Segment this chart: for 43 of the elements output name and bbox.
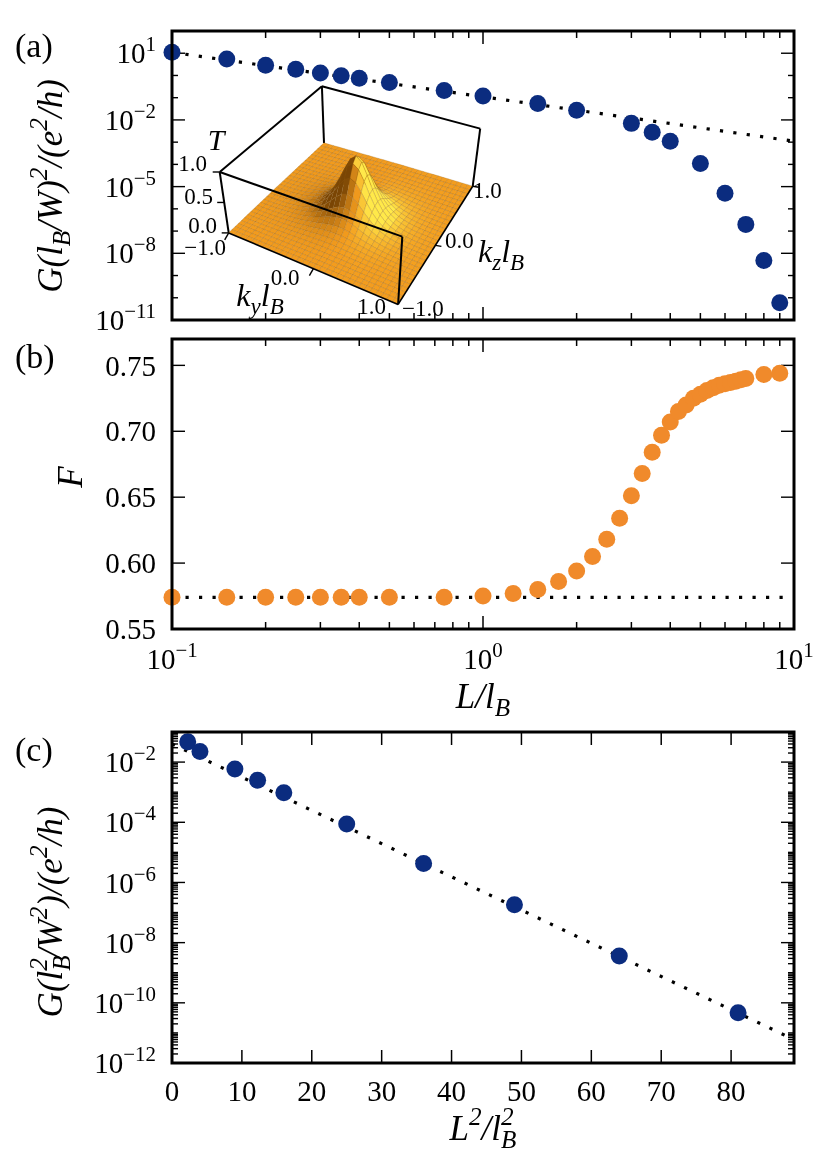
- x-tick-label: 10$^{0}$: [463, 637, 503, 675]
- x-tick-label: 40: [437, 1075, 467, 1107]
- y-tick-label: 10$^{−5}$: [104, 165, 156, 203]
- y-tick-label: 10$^{−10}$: [94, 981, 156, 1019]
- x-tick-label: 10$^{1}$: [774, 637, 814, 675]
- annotation: k$_{z}$l$_{B}$: [478, 233, 525, 275]
- annotation: 1.0: [178, 151, 207, 176]
- annotation: 1.0: [473, 178, 502, 203]
- annotation: −1.0: [402, 296, 444, 321]
- y-tick-label: 0.75: [105, 349, 156, 382]
- x-tick-label: 0: [164, 1075, 180, 1107]
- x-tick-label: 70: [646, 1075, 676, 1107]
- x-tick-label: 20: [297, 1075, 327, 1107]
- y-tick-label: 0.60: [105, 547, 156, 580]
- x-tick-label: 80: [716, 1075, 746, 1107]
- y-axis-title: F: [51, 465, 90, 489]
- y-tick-label: 0.55: [105, 613, 156, 646]
- annotation: T: [207, 123, 227, 156]
- annotation: 0.0: [188, 213, 217, 238]
- x-axis-title: L/l$_{B}$: [454, 677, 511, 722]
- y-tick-label: 10$^{−8}$: [104, 921, 156, 959]
- y-tick-label: 10$^{−4}$: [104, 801, 157, 839]
- y-tick-label: 10$^{1}$: [116, 32, 156, 70]
- x-tick-label: 10: [227, 1075, 257, 1107]
- x-tick-label: 50: [506, 1075, 536, 1107]
- annotation: −1.0: [184, 235, 226, 260]
- annotation: 0.0: [445, 228, 474, 253]
- y-tick-label: 10$^{−6}$: [104, 861, 156, 899]
- chart-title: (b): [15, 338, 55, 376]
- y-tick-label: 10$^{−8}$: [104, 232, 156, 270]
- annotation: 0.0: [270, 265, 300, 290]
- x-tick-label: 60: [576, 1075, 606, 1107]
- y-tick-label: 10$^{−2}$: [104, 98, 156, 137]
- chart-title: (c): [15, 731, 53, 769]
- y-tick-label: 10$^{−11}$: [95, 298, 156, 337]
- y-tick-label: 0.70: [105, 415, 156, 448]
- x-tick-label: 30: [367, 1075, 397, 1107]
- annotation: 1.0: [357, 294, 386, 319]
- y-tick-label: 0.65: [105, 481, 156, 514]
- y-tick-label: 10$^{−12}$: [94, 1041, 156, 1080]
- annotation: 0.5: [184, 184, 213, 209]
- y-tick-label: 10$^{−2}$: [104, 741, 156, 779]
- chart-title: (a): [15, 27, 53, 65]
